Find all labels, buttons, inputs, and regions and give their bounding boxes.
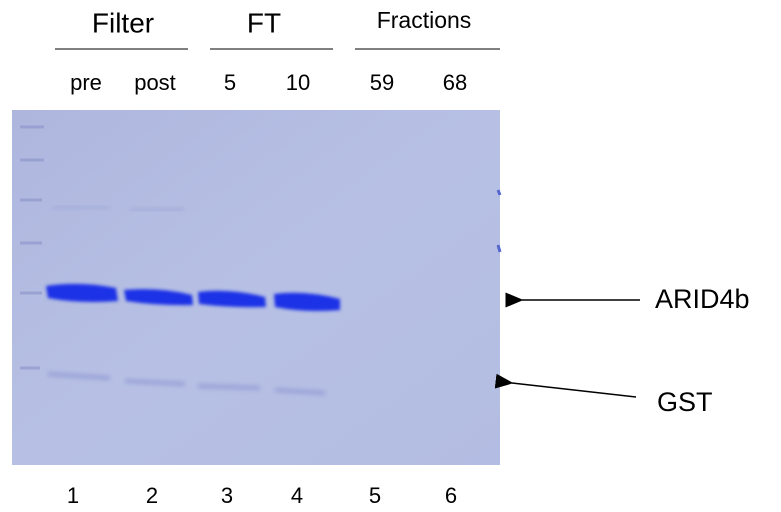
figure: Filter FT Fractions pre post 5 10 59 68 (0, 0, 781, 512)
lane-label: pre (70, 70, 102, 95)
lane-number: 2 (146, 483, 158, 508)
lane-label: post (134, 70, 176, 95)
lane-number: 4 (291, 483, 303, 508)
lane-label: 5 (224, 70, 236, 95)
group-label: Fractions (377, 7, 472, 33)
lane-label: 68 (443, 70, 467, 95)
group-label: FT (247, 7, 281, 38)
lane-number: 1 (67, 483, 79, 508)
arrow (512, 383, 636, 397)
gel (12, 110, 500, 465)
band-label: GST (657, 387, 713, 417)
lane-label: 59 (370, 70, 394, 95)
band-label: ARID4b (655, 284, 750, 314)
lane-number: 6 (445, 483, 457, 508)
lane-number: 3 (221, 483, 233, 508)
lane-label: 10 (286, 70, 310, 95)
lane-number: 5 (369, 483, 381, 508)
group-label: Filter (92, 7, 154, 38)
